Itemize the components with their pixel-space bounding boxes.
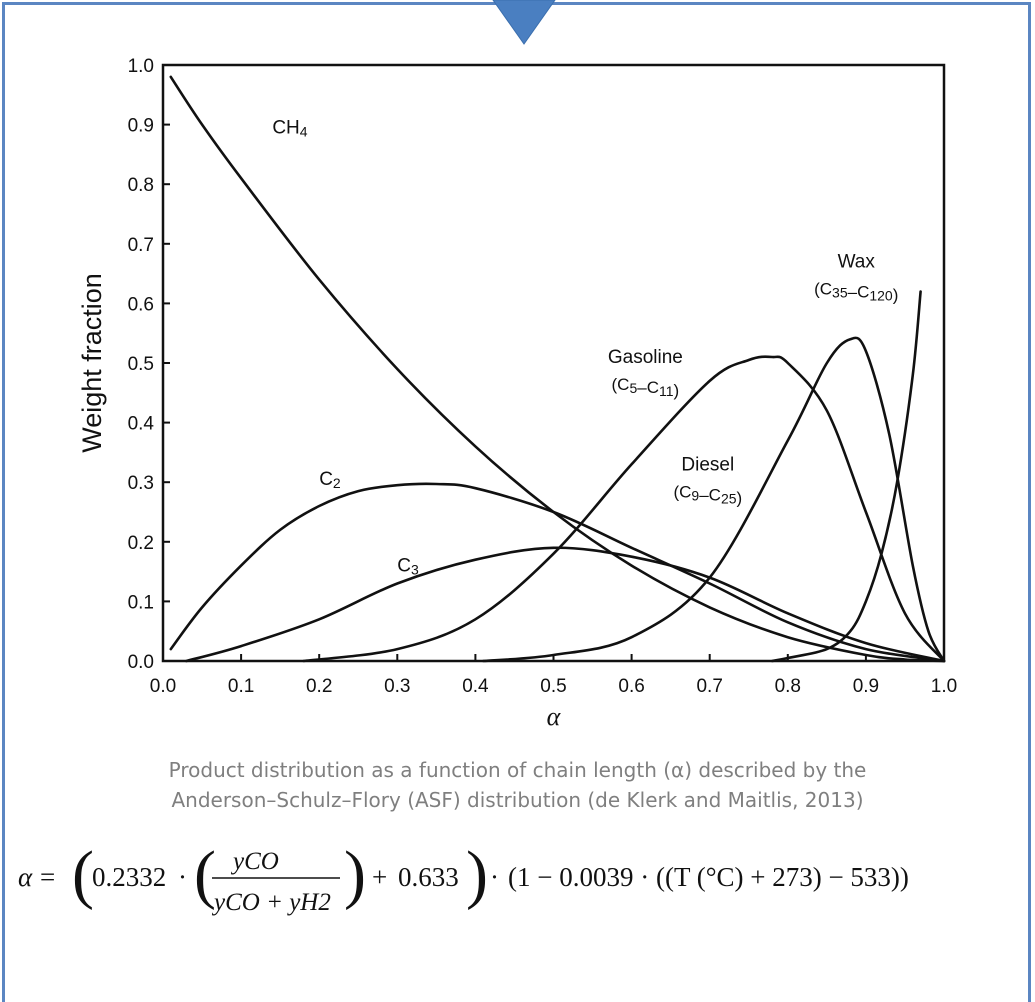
x-axis-label: α xyxy=(547,702,562,731)
x-tick-label: 0.7 xyxy=(696,676,722,697)
series-line-c2 xyxy=(169,482,946,663)
y-axis-label: Weight fraction xyxy=(77,273,107,453)
asf-distribution-chart: 0.0 0.1 0.2 0.3 0.4 0.5 0.6 0.7 0.8 0.9 1.0 0.0 0.1 0… xyxy=(77,56,957,731)
svg-text:(: ( xyxy=(194,838,216,911)
formula-coef: 0.2332 xyxy=(92,862,166,892)
formula-denominator: yCO + yH2 xyxy=(211,889,331,916)
y-tick-label: 0.6 xyxy=(128,294,154,315)
annotation-ch4: CH4 xyxy=(272,118,307,140)
annotation-diesel-range: (C9–C25) xyxy=(673,482,742,507)
annotation-wax: Wax xyxy=(838,252,876,273)
svg-text:·: · xyxy=(490,862,499,892)
svg-text:): ) xyxy=(466,838,488,911)
y-tick-label: 0.5 xyxy=(128,354,154,375)
caption-line-1: Product distribution as a function of ch… xyxy=(168,758,867,782)
y-tick-label: 0.7 xyxy=(128,235,154,256)
x-tick-label: 0.4 xyxy=(462,676,489,697)
y-tick-label: 0.8 xyxy=(128,175,154,196)
y-tick-label: 0.2 xyxy=(128,533,154,554)
annotation-gasoline-range: (C5–C11) xyxy=(612,375,680,400)
svg-text:+: + xyxy=(372,862,387,892)
x-tick-label: 0.3 xyxy=(384,676,410,697)
x-tick-label: 0.2 xyxy=(306,676,332,697)
series-line-wax xyxy=(770,290,922,663)
y-tick-label: 0.0 xyxy=(128,652,154,673)
x-tick-label: 0.1 xyxy=(228,676,254,697)
formula-offset: 0.633 xyxy=(398,862,459,892)
svg-text:·: · xyxy=(178,862,187,892)
series-line-ch4 xyxy=(169,75,946,663)
y-tick-label: 0.1 xyxy=(128,592,154,613)
formula-lhs: α xyxy=(18,862,33,892)
svg-text:(: ( xyxy=(72,838,94,911)
svg-text:=: = xyxy=(40,862,55,892)
formula-correction: (1 − 0.0039 · ((T (°C) + 273) − 533)) xyxy=(508,862,909,892)
annotation-c2: C2 xyxy=(319,469,341,491)
alpha-formula: α = ( 0.2332 · ( yCO yCO + yH2 ) + 0.633… xyxy=(18,838,909,916)
x-tick-label: 0.5 xyxy=(540,676,566,697)
x-tick-label: 0.8 xyxy=(775,676,801,697)
annotation-c3: C3 xyxy=(397,556,419,578)
svg-text:): ) xyxy=(344,838,366,911)
x-tick-label: 0.9 xyxy=(853,676,879,697)
x-tick-label: 0.6 xyxy=(618,676,644,697)
annotation-diesel: Diesel xyxy=(681,454,734,475)
figure-caption: Product distribution as a function of ch… xyxy=(60,755,975,815)
annotation-wax-range: (C35–C120) xyxy=(814,280,898,305)
pointer-arrow-icon xyxy=(492,0,556,45)
y-tick-label: 1.0 xyxy=(128,56,154,77)
series-line-gasoline xyxy=(302,355,946,663)
series-line-diesel xyxy=(481,336,946,663)
annotation-gasoline: Gasoline xyxy=(608,347,683,368)
y-tick-label: 0.9 xyxy=(128,116,154,137)
formula-numerator: yCO xyxy=(230,848,279,875)
x-tick-label: 1.0 xyxy=(931,676,957,697)
y-tick-label: 0.3 xyxy=(128,473,154,494)
y-tick-label: 0.4 xyxy=(128,414,155,435)
series-line-c3 xyxy=(185,546,946,663)
x-tick-label: 0.0 xyxy=(150,676,176,697)
caption-line-2: Anderson–Schulz–Flory (ASF) distribution… xyxy=(171,788,864,812)
